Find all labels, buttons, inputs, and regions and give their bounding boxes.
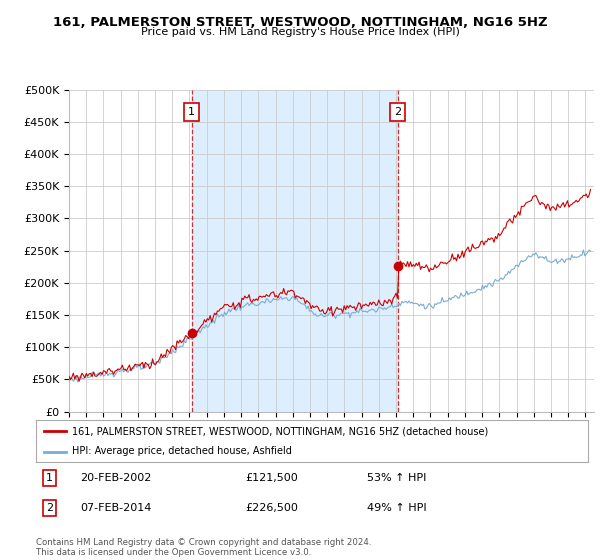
Text: £226,500: £226,500 (246, 503, 299, 513)
Text: 2: 2 (394, 107, 401, 117)
Text: 2: 2 (46, 503, 53, 513)
Text: 49% ↑ HPI: 49% ↑ HPI (367, 503, 427, 513)
Text: 1: 1 (46, 473, 53, 483)
Text: 53% ↑ HPI: 53% ↑ HPI (367, 473, 427, 483)
Text: £121,500: £121,500 (246, 473, 299, 483)
Bar (192, 90, 398, 412)
Text: Contains HM Land Registry data © Crown copyright and database right 2024.
This d: Contains HM Land Registry data © Crown c… (36, 538, 371, 557)
Text: 161, PALMERSTON STREET, WESTWOOD, NOTTINGHAM, NG16 5HZ (detached house): 161, PALMERSTON STREET, WESTWOOD, NOTTIN… (72, 426, 488, 436)
Text: 20-FEB-2002: 20-FEB-2002 (80, 473, 152, 483)
Text: HPI: Average price, detached house, Ashfield: HPI: Average price, detached house, Ashf… (72, 446, 292, 456)
Text: 1: 1 (188, 107, 195, 117)
Text: 161, PALMERSTON STREET, WESTWOOD, NOTTINGHAM, NG16 5HZ: 161, PALMERSTON STREET, WESTWOOD, NOTTIN… (53, 16, 547, 29)
Text: 07-FEB-2014: 07-FEB-2014 (80, 503, 152, 513)
Text: Price paid vs. HM Land Registry's House Price Index (HPI): Price paid vs. HM Land Registry's House … (140, 27, 460, 37)
